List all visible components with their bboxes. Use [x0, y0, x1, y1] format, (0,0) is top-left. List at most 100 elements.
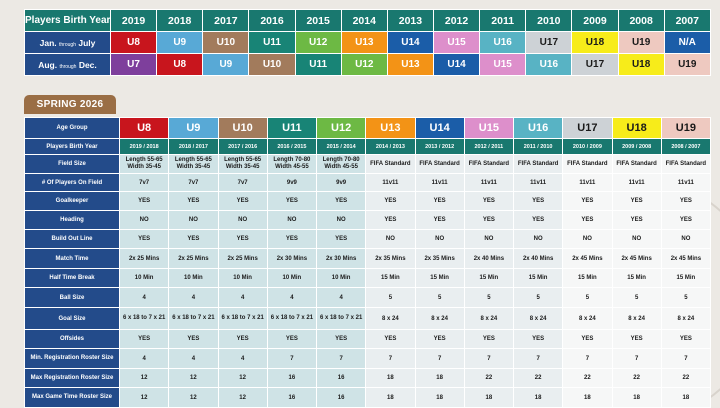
- rule-label: Players Birth Year: [24, 138, 120, 155]
- rule-value-cell: NO: [118, 210, 170, 230]
- rule-row: Offsides YES YES YES YES YES YES YES YES YES YES YE…: [24, 329, 712, 349]
- rule-value-cell: YES: [315, 229, 367, 249]
- age-group-cell: U14: [386, 31, 434, 54]
- rule-value-cell: YES: [512, 210, 564, 230]
- rule-value-cell: 12: [217, 368, 268, 388]
- rule-row: Max Registration Roster Size 12 12 12 16 16 18…: [24, 368, 712, 388]
- rule-value-cell: 15 Min: [660, 268, 712, 288]
- rule-value-cell: 7: [512, 348, 564, 369]
- year-header-cell: 2012: [432, 9, 481, 32]
- age-group-header-cell: U13: [365, 117, 416, 139]
- rule-value-cell: 10 Min: [315, 268, 367, 288]
- rule-value-cell: 6 x 18 to 7 x 21: [217, 307, 268, 330]
- rule-value-cell: 7: [562, 348, 613, 369]
- rule-value-cell: YES: [414, 329, 465, 349]
- rule-value-cell: 10 Min: [266, 268, 318, 288]
- rule-value-cell: 6 x 18 to 7 x 21: [315, 307, 367, 330]
- rule-value-cell: YES: [463, 210, 515, 230]
- rule-value-cell: FIFA Standard: [365, 154, 416, 174]
- age-group-header-cell: U8: [118, 117, 170, 139]
- rule-value-cell: 4: [118, 348, 170, 369]
- rule-value-cell: YES: [266, 191, 318, 211]
- rule-value-cell: 2019 / 2018: [118, 138, 170, 155]
- rule-value-cell: 5: [660, 287, 712, 308]
- rule-value-cell: 2x 45 Mins: [562, 248, 613, 269]
- rule-value-cell: NO: [611, 229, 662, 249]
- year-header-cell: 2013: [386, 9, 434, 32]
- rule-row: Ball Size 4 4 4 4 4 5 5 5 5 5 5 5: [24, 287, 712, 308]
- year-header-cell: 2017: [202, 9, 250, 32]
- rule-value-cell: 7: [365, 348, 416, 369]
- rule-value-cell: 6 x 18 to 7 x 21: [168, 307, 219, 330]
- rule-value-cell: 2009 / 2008: [611, 138, 662, 155]
- rule-value-cell: FIFA Standard: [611, 154, 662, 174]
- birth-range-label: Aug. through Dec.: [24, 53, 111, 76]
- rule-value-cell: 8 x 24: [562, 307, 613, 330]
- rule-value-cell: 11v11: [414, 173, 465, 192]
- rule-value-cell: YES: [168, 191, 219, 211]
- rule-value-cell: 8 x 24: [512, 307, 564, 330]
- birth-range-end: July: [78, 37, 96, 48]
- rule-value-cell: 7: [414, 348, 465, 369]
- rule-value-cell: 4: [217, 348, 268, 369]
- rule-value-cell: 18: [365, 387, 416, 408]
- age-group-cell: U15: [479, 53, 527, 76]
- rule-value-cell: YES: [611, 191, 662, 211]
- rule-value-cell: YES: [118, 191, 170, 211]
- age-group-header-cell: U12: [315, 117, 367, 139]
- rule-value-cell: YES: [414, 210, 465, 230]
- age-group-cell: U12: [340, 53, 388, 76]
- rule-value-cell: 16: [315, 387, 367, 408]
- rule-value-cell: 7: [611, 348, 662, 369]
- rule-row: Build Out Line YES YES YES YES YES NO NO NO NO NO N…: [24, 229, 712, 249]
- rule-value-cell: YES: [266, 329, 318, 349]
- rule-value-cell: YES: [463, 191, 515, 211]
- rule-value-cell: 11v11: [512, 173, 564, 192]
- rule-value-cell: 4: [118, 287, 170, 308]
- year-header-cell: 2011: [479, 9, 527, 32]
- age-group-cell: U13: [340, 31, 388, 54]
- rule-value-cell: Length 70-80 Width 45-55: [315, 154, 367, 174]
- rule-value-cell: NO: [266, 210, 318, 230]
- rule-value-cell: 9v9: [315, 173, 367, 192]
- rule-value-cell: 5: [414, 287, 465, 308]
- rule-value-cell: YES: [562, 210, 613, 230]
- birth-range-row: Jan. through July U8 U9 U10 U11 U12 U13 U14 U15 U…: [24, 31, 711, 54]
- rule-value-cell: 15 Min: [611, 268, 662, 288]
- rule-value-cell: NO: [562, 229, 613, 249]
- rule-value-cell: YES: [217, 229, 268, 249]
- age-group-cell: U7: [109, 53, 158, 76]
- rule-label: Build Out Line: [24, 229, 120, 249]
- season-tag: SPRING 2026: [24, 95, 116, 114]
- rule-value-cell: YES: [512, 191, 564, 211]
- rule-value-cell: NO: [168, 210, 219, 230]
- rule-value-cell: 12: [168, 368, 219, 388]
- rule-value-cell: 11v11: [660, 173, 712, 192]
- rule-value-cell: 11v11: [611, 173, 662, 192]
- rule-value-cell: NO: [365, 229, 416, 249]
- age-group-cell: U9: [202, 53, 250, 76]
- age-group-header-label: Age Group: [24, 117, 120, 139]
- rule-value-cell: 16: [266, 387, 318, 408]
- rule-value-cell: 16: [315, 368, 367, 388]
- rule-value-cell: 18: [365, 368, 416, 388]
- rule-label: Field Size: [24, 154, 120, 174]
- rule-value-cell: 8 x 24: [414, 307, 465, 330]
- rule-value-cell: NO: [660, 229, 712, 249]
- rule-value-cell: 4: [168, 348, 219, 369]
- rule-value-cell: Length 55-65 Width 35-45: [217, 154, 268, 174]
- rule-value-cell: YES: [365, 210, 416, 230]
- birth-range-label: Jan. through July: [24, 31, 111, 54]
- rule-value-cell: 18: [611, 387, 662, 408]
- rule-value-cell: 2x 25 Mins: [217, 248, 268, 269]
- birth-year-header-label: Players Birth Year: [24, 9, 111, 32]
- rule-value-cell: 16: [266, 368, 318, 388]
- rule-label: Max Game Time Roster Size: [24, 387, 120, 408]
- rule-value-cell: 7v7: [118, 173, 170, 192]
- rule-value-cell: 5: [512, 287, 564, 308]
- birth-range-start: Aug.: [38, 59, 58, 70]
- rule-label: Offsides: [24, 329, 120, 349]
- rule-value-cell: 7: [660, 348, 712, 369]
- rule-label: Ball Size: [24, 287, 120, 308]
- age-group-header-cell: U11: [266, 117, 318, 139]
